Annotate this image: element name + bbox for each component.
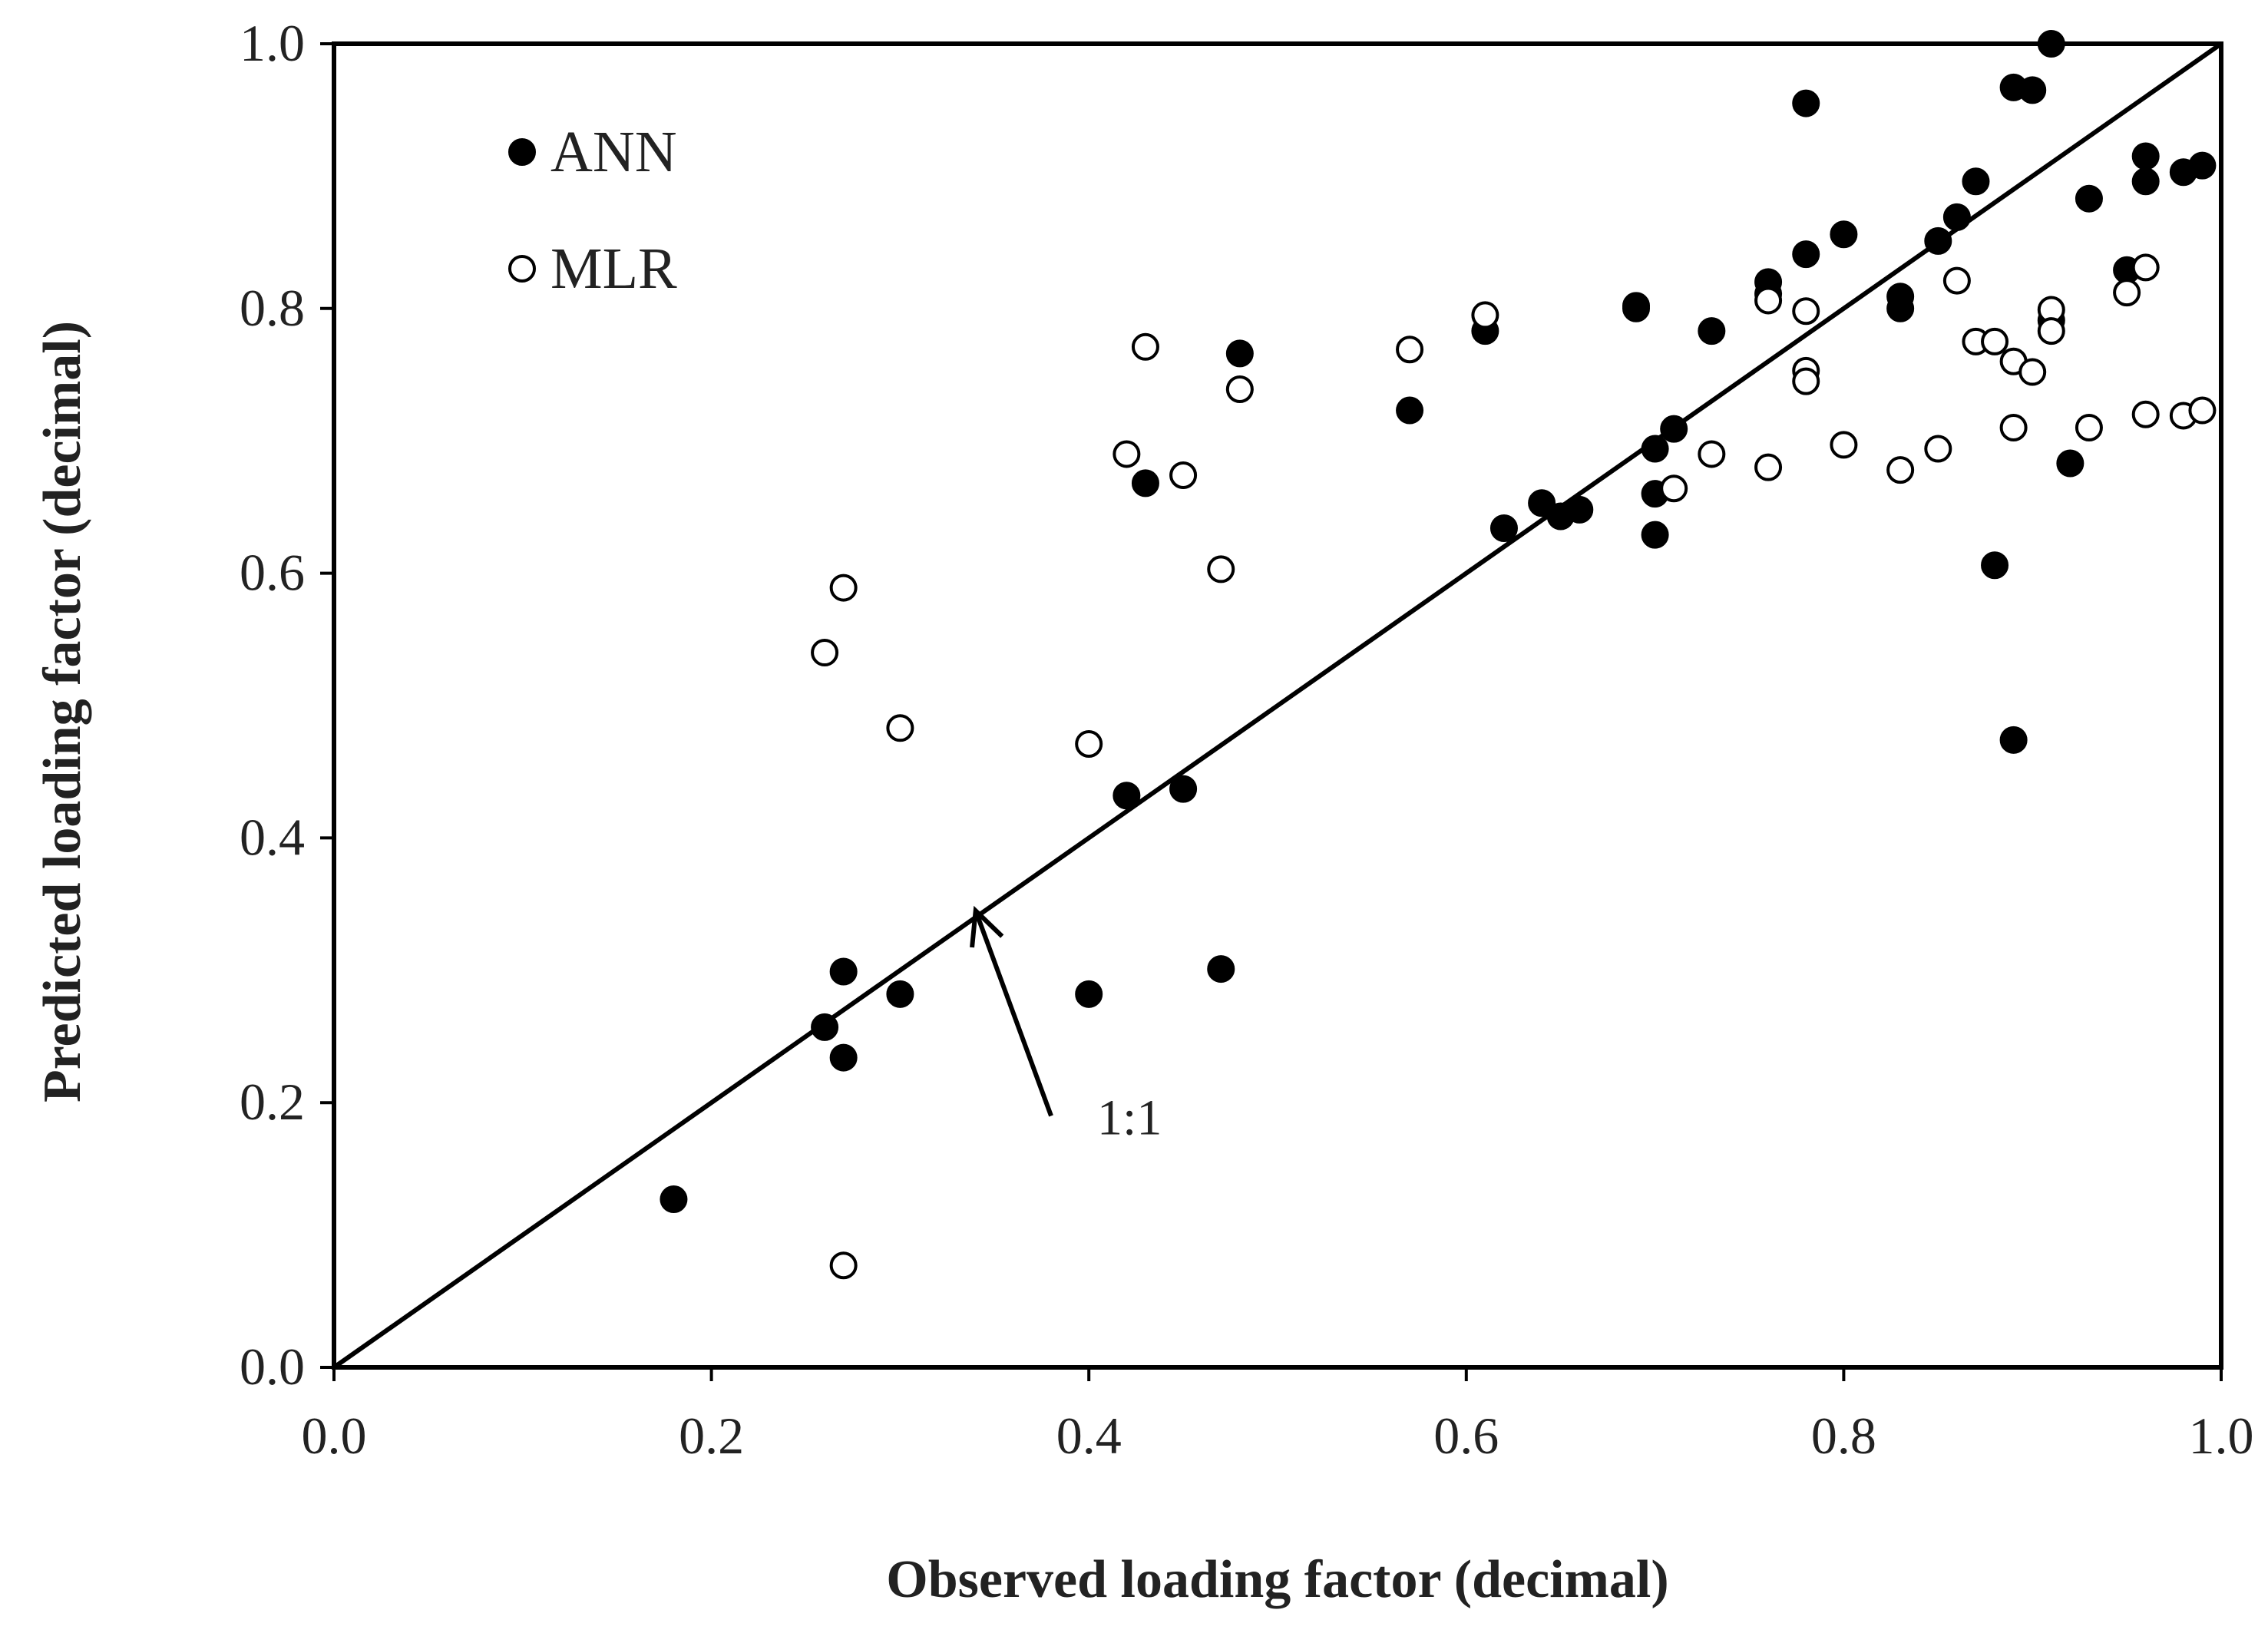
ann-point [1131, 469, 1159, 498]
ann-point [2075, 184, 2103, 213]
annotation-label: 1:1 [1097, 1089, 1162, 1145]
ann-point [2188, 151, 2217, 180]
mlr-point [811, 639, 839, 667]
mlr-point [1942, 266, 1971, 295]
y-axis-title: Predicted loading factor (decimal) [33, 321, 92, 1102]
ann-point [1169, 775, 1198, 803]
mlr-point [1924, 435, 1952, 463]
ann-point [1830, 220, 1858, 249]
ann-point [1792, 240, 1820, 269]
series-ann [660, 30, 2217, 1214]
x-tick-label: 0.6 [1433, 1407, 1499, 1465]
mlr-point [1075, 729, 1103, 758]
mlr-point [829, 574, 858, 602]
ann-point [1981, 551, 2009, 580]
mlr-point [2131, 400, 2160, 428]
mlr-point [1169, 461, 1198, 490]
mlr-point [2018, 358, 2047, 386]
ann-point [1113, 782, 1141, 810]
legend-marker-ann [508, 138, 536, 166]
mlr-point [1225, 375, 1254, 403]
mlr-point [829, 1251, 858, 1280]
x-tick-label: 0.0 [302, 1407, 367, 1465]
mlr-point [2075, 413, 2103, 441]
x-axis-title: Observed loading factor (decimal) [886, 1550, 1668, 1609]
ann-point [1622, 292, 1651, 320]
y-tick-label: 0.0 [240, 1337, 305, 1396]
ann-point [1075, 980, 1103, 1008]
plot-frame [332, 41, 2223, 1370]
mlr-point [2113, 279, 2141, 307]
ann-point [811, 1013, 839, 1041]
ann-point [2037, 30, 2065, 58]
mlr-point [1754, 286, 1783, 315]
legend-label-ann: ANN [550, 120, 677, 184]
ann-point [1207, 955, 1235, 983]
mlr-point [1981, 327, 2009, 355]
annotation-arrow-head [970, 905, 1004, 948]
mlr-point [886, 714, 914, 742]
ann-point [1698, 317, 1726, 345]
mlr-point [1471, 301, 1499, 329]
ann-point [1225, 339, 1254, 368]
ann-point [829, 957, 858, 986]
ann-point [1641, 521, 1669, 549]
annotation-arrow-line [973, 910, 1053, 1117]
reference-line-layer [332, 41, 2223, 1370]
mlr-point [2188, 396, 2217, 425]
legend: ANN MLR [508, 120, 677, 301]
x-tick-label: 1.0 [2189, 1407, 2254, 1465]
ann-point [1962, 167, 1990, 196]
x-tick-label: 0.2 [679, 1407, 744, 1465]
ann-point [886, 980, 914, 1008]
mlr-point [1754, 453, 1783, 481]
mlr-point [1792, 297, 1820, 326]
ann-point [1792, 89, 1820, 117]
mlr-point [1113, 440, 1141, 468]
ann-point [660, 1185, 688, 1214]
legend-marker-mlr [508, 255, 536, 283]
ann-point [1641, 435, 1669, 463]
mlr-point [1698, 440, 1726, 468]
mlr-point [1396, 336, 1424, 364]
mlr-point [1207, 555, 1235, 583]
ann-point [1565, 495, 1594, 524]
y-tick-label: 0.4 [240, 808, 305, 866]
ann-point [1924, 226, 1952, 255]
ann-point [1660, 415, 1688, 443]
mlr-point [2131, 253, 2160, 282]
ann-point [1489, 514, 1518, 542]
one-to-one-annotation: 1:1 [970, 905, 1162, 1145]
mlr-point [1660, 474, 1688, 503]
x-tick-label: 0.8 [1811, 1407, 1876, 1465]
ann-point [1999, 726, 2028, 754]
series-mlr [811, 253, 2217, 1280]
legend-label-mlr: MLR [550, 236, 677, 301]
ann-point [1528, 489, 1556, 517]
mlr-point [1999, 413, 2028, 441]
mlr-point [1886, 456, 1915, 484]
mlr-point [1131, 332, 1159, 361]
ann-point [829, 1043, 858, 1072]
ann-point [1396, 396, 1424, 425]
ann-point [2131, 142, 2160, 170]
mlr-point [2037, 317, 2065, 345]
ann-point [2018, 76, 2047, 104]
ann-point [2131, 167, 2160, 196]
axes-layer: 0.0 0.2 0.4 0.6 0.8 1.0 0.0 0.2 0.4 0.6 0.8 1.0 [240, 14, 2254, 1465]
ann-point [1886, 294, 1915, 322]
y-tick-label: 0.8 [240, 279, 305, 337]
ann-point [2056, 449, 2085, 478]
plot-area [332, 41, 2223, 1370]
mlr-point [1830, 431, 1858, 459]
mlr-point [1792, 367, 1820, 395]
ann-point [1942, 203, 1971, 231]
x-tick-label: 0.4 [1056, 1407, 1122, 1465]
y-tick-label: 1.0 [240, 14, 305, 72]
y-tick-label: 0.6 [240, 544, 305, 602]
reference-line-1-to-1 [332, 41, 2223, 1370]
y-tick-label: 0.2 [240, 1073, 305, 1131]
data-points-layer [660, 30, 2217, 1280]
